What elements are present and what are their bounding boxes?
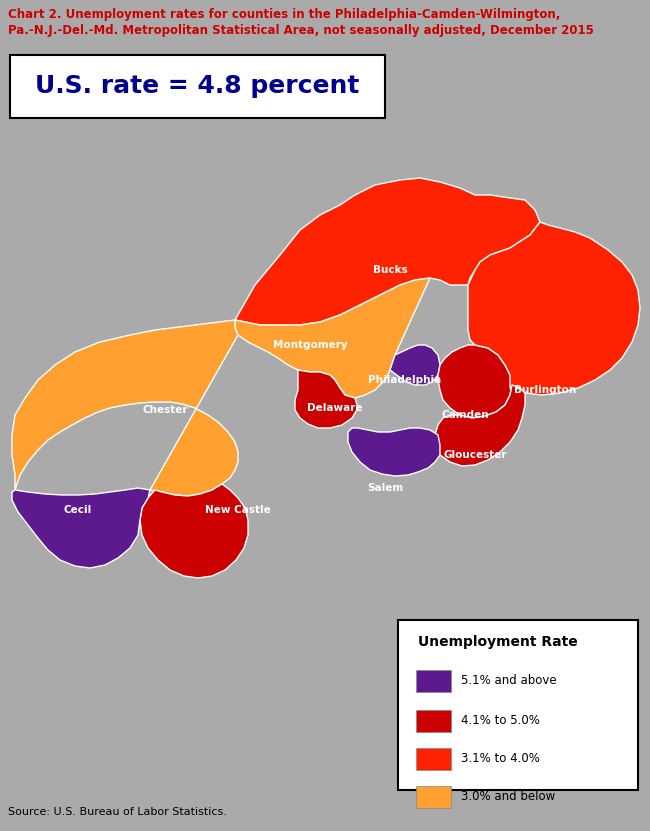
Polygon shape (416, 748, 451, 770)
Polygon shape (416, 670, 451, 692)
Polygon shape (235, 278, 430, 398)
Polygon shape (12, 488, 150, 568)
Polygon shape (416, 786, 451, 808)
Text: Camden: Camden (441, 410, 489, 420)
Polygon shape (416, 710, 451, 732)
Text: New Castle: New Castle (205, 505, 271, 515)
Text: Bucks: Bucks (372, 265, 408, 275)
Text: Burlington: Burlington (514, 385, 576, 395)
Text: Delaware: Delaware (307, 403, 363, 413)
Text: Salem: Salem (367, 483, 403, 493)
Text: 3.1% to 4.0%: 3.1% to 4.0% (461, 753, 540, 765)
Text: 3.0% and below: 3.0% and below (461, 790, 555, 804)
Text: Unemployment Rate: Unemployment Rate (418, 635, 578, 649)
Text: Philadelphia: Philadelphia (369, 375, 441, 385)
Text: 4.1% to 5.0%: 4.1% to 5.0% (461, 715, 540, 727)
Text: Source: U.S. Bureau of Labor Statistics.: Source: U.S. Bureau of Labor Statistics. (8, 807, 227, 817)
Text: Chart 2. Unemployment rates for counties in the Philadelphia-Camden-Wilmington,: Chart 2. Unemployment rates for counties… (8, 8, 560, 21)
Polygon shape (438, 345, 512, 418)
Text: Chester: Chester (142, 405, 188, 415)
Polygon shape (398, 620, 638, 790)
Polygon shape (435, 385, 525, 466)
Polygon shape (295, 370, 358, 428)
Polygon shape (140, 484, 248, 578)
Text: Montgomery: Montgomery (273, 340, 347, 350)
Polygon shape (348, 428, 440, 476)
Text: 5.1% and above: 5.1% and above (461, 675, 556, 687)
Polygon shape (235, 178, 540, 325)
Polygon shape (10, 55, 385, 118)
Polygon shape (12, 320, 238, 496)
Polygon shape (468, 222, 640, 395)
Text: Cecil: Cecil (64, 505, 92, 515)
Text: Pa.-N.J.-Del.-Md. Metropolitan Statistical Area, not seasonally adjusted, Decemb: Pa.-N.J.-Del.-Md. Metropolitan Statistic… (8, 24, 594, 37)
Text: Gloucester: Gloucester (443, 450, 507, 460)
Polygon shape (390, 345, 440, 385)
Text: U.S. rate = 4.8 percent: U.S. rate = 4.8 percent (35, 75, 359, 99)
